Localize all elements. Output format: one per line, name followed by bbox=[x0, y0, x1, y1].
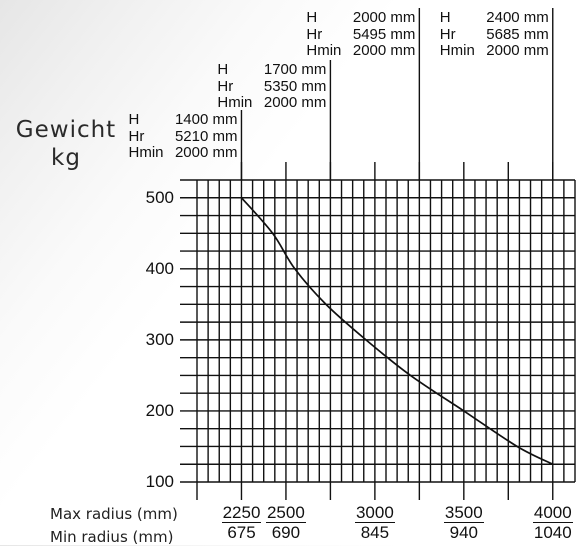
annotation-row: Hmin 2000 mm bbox=[217, 94, 327, 112]
annotation-row: H 1700 mm bbox=[217, 61, 327, 79]
annotation-value: 2000 mm bbox=[486, 42, 549, 59]
x-axis-title-max-radius: Max radius (mm) bbox=[50, 505, 178, 523]
annotation-value: 2000 mm bbox=[352, 42, 416, 59]
annotation-label: H bbox=[217, 61, 229, 78]
annotation-value: 2000 mm bbox=[352, 9, 416, 26]
annotation-value: 2000 mm bbox=[174, 144, 238, 161]
annotation-row: Hr 5495 mm bbox=[306, 25, 416, 44]
annotation-row: Hmin 2000 mm bbox=[128, 144, 238, 162]
annotation-label: Hr bbox=[306, 25, 323, 43]
annotation-label: Hr bbox=[217, 77, 234, 95]
y-tick-label: 200 bbox=[145, 400, 174, 420]
annotation-row: H 2000 mm bbox=[306, 9, 416, 27]
annotation-label: Hmin bbox=[306, 42, 342, 59]
y-tick-label: 300 bbox=[145, 329, 174, 349]
series bbox=[240, 197, 554, 465]
annotation-row: Hr 5210 mm bbox=[128, 127, 238, 146]
x-tick-label-group: 2250 675 bbox=[220, 503, 264, 542]
annotation-value: 5495 mm bbox=[352, 25, 416, 43]
y-tick-label: 400 bbox=[145, 258, 174, 278]
grid bbox=[180, 179, 576, 483]
annotation-value: 5210 mm bbox=[174, 127, 238, 145]
annotation-value: 2400 mm bbox=[486, 9, 549, 26]
load-curve bbox=[240, 197, 554, 465]
min-radius-tick-label: 845 bbox=[360, 523, 390, 542]
annotation-label: Hmin bbox=[217, 94, 253, 111]
annotation-label: H bbox=[439, 9, 451, 26]
annotation-row: Hr 5350 mm bbox=[217, 77, 327, 96]
x-tick-label-group: 2500 690 bbox=[264, 503, 308, 542]
annotation-value: 5685 mm bbox=[486, 25, 549, 43]
annotation-value: 5350 mm bbox=[263, 77, 327, 95]
y-tick-label: 100 bbox=[145, 472, 174, 491]
annotation-block: H 2400 mm Hr 5685 mm Hmin 2000 mm bbox=[439, 9, 549, 60]
annotation-row: Hmin 2000 mm bbox=[306, 42, 416, 60]
max-radius-tick-label: 4000 bbox=[532, 503, 573, 523]
annotation-lines bbox=[240, 8, 554, 180]
annotation-row: H 2400 mm bbox=[439, 9, 549, 27]
annotation-label: H bbox=[128, 111, 140, 128]
annotation-label: Hr bbox=[128, 127, 145, 145]
annotation-label: Hmin bbox=[128, 144, 164, 161]
annotation-block: H 1700 mm Hr 5350 mm Hmin 2000 mm bbox=[217, 61, 327, 112]
annotation-label: H bbox=[306, 9, 318, 26]
annotation-label: Hr bbox=[439, 25, 456, 43]
annotation-row: Hr 5685 mm bbox=[439, 25, 549, 44]
y-axis-title: Gewicht bbox=[15, 117, 117, 143]
annotation-block: H 2000 mm Hr 5495 mm Hmin 2000 mm bbox=[306, 9, 416, 60]
max-radius-tick-label: 3000 bbox=[354, 503, 395, 523]
annotation-row: Hmin 2000 mm bbox=[439, 42, 549, 60]
annotation-block: H 1400 mm Hr 5210 mm Hmin 2000 mm bbox=[128, 111, 238, 162]
x-axis-title-min-radius: Min radius (mm) bbox=[50, 528, 174, 546]
y-axis-unit: kg bbox=[51, 145, 81, 171]
min-radius-tick-label: 940 bbox=[449, 523, 478, 542]
annotation-label: Hmin bbox=[439, 42, 475, 59]
annotation-value: 2000 mm bbox=[263, 94, 327, 111]
min-radius-tick-label: 1040 bbox=[533, 523, 572, 542]
x-tick-label-group: 3000 845 bbox=[353, 503, 397, 542]
max-radius-tick-label: 2250 bbox=[221, 503, 262, 523]
annotation-value: 1400 mm bbox=[174, 111, 238, 128]
y-tick-label: 500 bbox=[145, 187, 174, 207]
min-radius-tick-label: 690 bbox=[271, 523, 301, 542]
max-radius-tick-label: 2500 bbox=[265, 503, 306, 523]
x-tick-label-group: 4000 1040 bbox=[531, 503, 575, 542]
x-tick-label-group: 3500 940 bbox=[442, 503, 486, 542]
annotation-row: H 1400 mm bbox=[128, 111, 238, 129]
max-radius-tick-label: 3500 bbox=[443, 503, 484, 523]
min-radius-tick-label: 675 bbox=[227, 523, 256, 542]
annotation-value: 1700 mm bbox=[263, 61, 327, 78]
